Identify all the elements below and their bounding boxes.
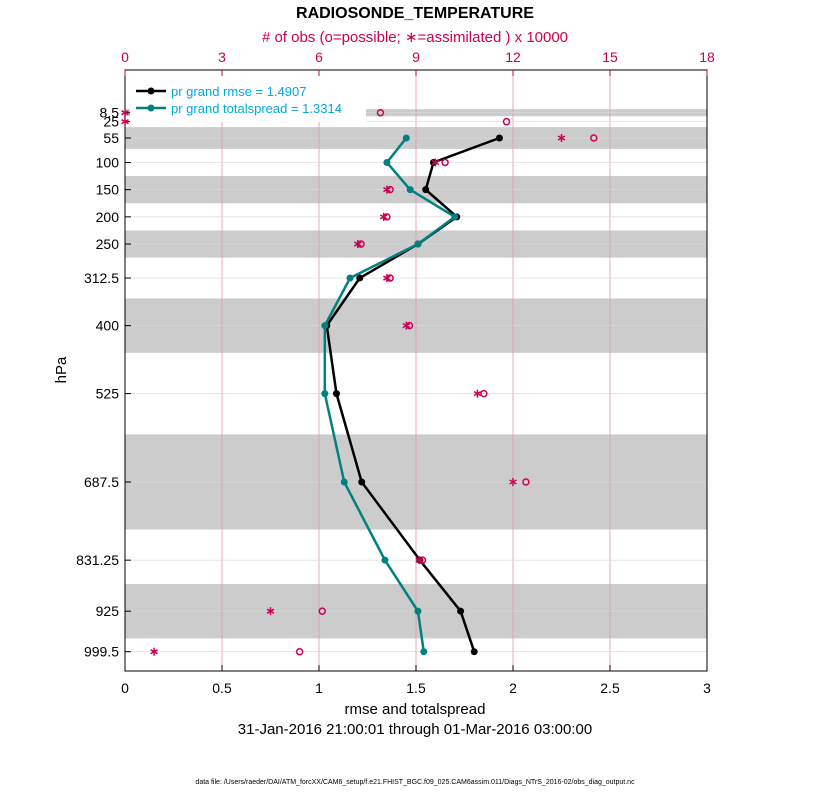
legend: pr grand rmse = 1.4907 pr grand totalspr… [130, 76, 366, 122]
y-tick-label: 250 [96, 236, 120, 252]
y-tick-label: 687.5 [84, 474, 119, 490]
footer-file-path: data file: /Users/raeder/DAI/ATM_forcXX/… [195, 779, 635, 786]
obs-assimilated-marker [121, 108, 129, 117]
obs-possible-marker [318, 607, 326, 615]
obs-assimilated-marker [121, 117, 129, 126]
x-tick-label: 0.5 [212, 680, 232, 696]
obs-possible-marker [441, 158, 449, 167]
top-axis-label: # of obs (o=possible; ∗=assimilated ) x … [262, 29, 568, 46]
y-tick-label: 925 [96, 603, 120, 619]
rmse-line [325, 136, 500, 653]
y-tick-label: 999.5 [84, 644, 119, 660]
rmse-point [358, 478, 366, 486]
obs-assimilated-marker [557, 133, 566, 142]
legend-rmse-marker [147, 87, 155, 95]
totalspread-point [346, 274, 354, 282]
obs-assimilated-marker [379, 212, 388, 221]
obs-assimilated-marker [415, 556, 424, 565]
x-tick-label: 1.5 [406, 680, 426, 696]
legend-spread-label: pr grand totalspread = 1.3314 [171, 101, 342, 116]
obs-possible-marker [522, 478, 530, 486]
rmse-point [470, 648, 478, 656]
x-tick-label: 3 [703, 680, 711, 696]
rmse-point [356, 274, 364, 282]
obs-assimilated-marker [509, 477, 517, 486]
y-tick-label: 312.5 [84, 270, 119, 286]
x-tick-label: 2.5 [600, 680, 620, 696]
totalspread-point [420, 648, 428, 656]
obs-assimilated-marker [383, 274, 391, 283]
grid-lines [124, 70, 708, 671]
totalspread-point [321, 322, 329, 330]
obs-assimilated-marker [150, 647, 158, 656]
y-tick-label: 150 [96, 182, 120, 198]
totalspread-point [414, 607, 422, 615]
obs-possible-marker [590, 134, 598, 142]
y-tick-label: 831.25 [76, 552, 119, 568]
top-tick-label: 12 [505, 49, 521, 65]
rmse-point [495, 134, 503, 142]
rmse-point [332, 390, 340, 398]
x-tick-label: 0 [121, 680, 129, 696]
obs-possible-marker [502, 117, 511, 126]
y-axis-label: hPa [53, 356, 70, 383]
totalspread-point [321, 390, 329, 398]
y-tick-label: 100 [96, 154, 120, 170]
top-tick-label: 9 [412, 49, 420, 65]
obs-assimilated-marker [383, 185, 391, 194]
totalspread-point [340, 478, 348, 486]
y-tick-label: 25 [103, 114, 119, 130]
legend-spread-marker [147, 104, 155, 112]
obs-assimilated-marker [431, 158, 440, 167]
legend-rmse-label: pr grand rmse = 1.4907 [171, 84, 307, 99]
top-tick-label: 0 [121, 49, 129, 65]
chart-title: RADIOSONDE_TEMPERATURE [296, 5, 534, 22]
y-tick-label: 525 [96, 386, 120, 402]
top-tick-label: 18 [699, 49, 715, 65]
y-tick-label: 55 [103, 130, 119, 146]
date-range: 31-Jan-2016 21:00:01 through 01-Mar-2016… [238, 721, 592, 738]
top-tick-label: 3 [218, 49, 226, 65]
obs-markers [121, 108, 598, 656]
y-tick-label: 400 [96, 318, 120, 334]
obs-possible-marker [376, 108, 385, 117]
x-axis-label: rmse and totalspread [345, 701, 486, 718]
top-tick-label: 15 [602, 49, 618, 65]
obs-assimilated-marker [353, 240, 362, 249]
obs-assimilated-marker [473, 389, 482, 398]
totalspread-point [381, 556, 389, 564]
totalspread-point [414, 240, 422, 248]
x-tick-label: 2 [509, 680, 517, 696]
obs-possible-marker [295, 647, 304, 656]
totalspread-point [451, 213, 459, 221]
totalspread-line [323, 137, 457, 652]
top-tick-label: 6 [315, 49, 323, 65]
x-tick-label: 1 [315, 680, 323, 696]
obs-possible-marker [480, 389, 488, 398]
obs-assimilated-marker [402, 321, 411, 330]
rmse-point [457, 607, 465, 615]
totalspread-point [383, 158, 391, 166]
obs-assimilated-marker [266, 607, 275, 616]
y-tick-label: 200 [96, 209, 120, 225]
totalspread-point [402, 134, 410, 142]
rmse-point [422, 186, 430, 194]
y-tick-label: 8.5 [100, 105, 120, 121]
totalspread-point [406, 186, 414, 194]
